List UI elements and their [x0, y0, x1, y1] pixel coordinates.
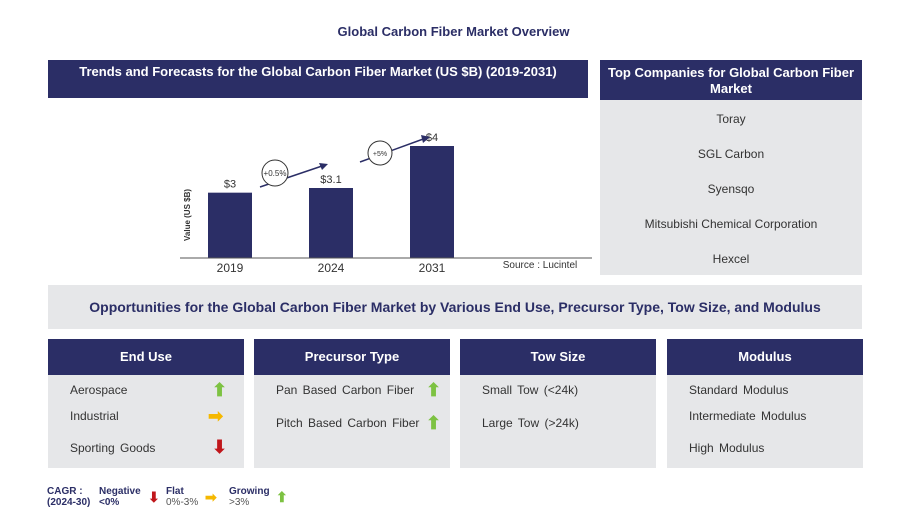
growing-arrow-icon: ⬆: [212, 380, 228, 400]
legend-flat: Flat 0%-3%: [166, 486, 198, 508]
data-label: $3.1: [320, 174, 341, 186]
flat-arrow-icon: ➡: [205, 489, 217, 505]
growth-annotation-2: +5%: [359, 135, 430, 166]
segment-item: Industrial: [70, 409, 119, 423]
data-label: $3: [224, 179, 236, 191]
companies-header: Top Companies for Global Carbon Fiber Ma…: [600, 60, 862, 100]
legend-flat-label: Flat: [166, 486, 184, 497]
svg-text:+0.5%: +0.5%: [264, 169, 287, 178]
legend-flat-range: 0%-3%: [166, 497, 199, 508]
legend-growing: Growing >3%: [229, 486, 270, 508]
legend-growing-range: >3%: [229, 497, 250, 508]
tow-size-panel: Small Tow (<24k) Large Tow (>24k): [460, 375, 656, 468]
growing-arrow-icon: ⬆: [276, 489, 288, 505]
legend-growing-label: Growing: [229, 486, 270, 497]
segment-item: Sporting Goods: [70, 441, 156, 455]
growing-arrow-icon: ⬆: [426, 380, 442, 400]
company-item: Hexcel: [712, 252, 750, 266]
segment-item: Small Tow (<24k): [482, 383, 579, 397]
legend-negative-label: Negative: [99, 486, 141, 497]
legend-negative: Negative <0%: [99, 486, 141, 508]
end-use-panel: Aerospace ⬆ Industrial ➡ Sporting Goods …: [48, 375, 244, 468]
segment-item: Pitch Based Carbon Fiber: [276, 416, 420, 430]
growing-arrow-icon: ⬆: [426, 413, 442, 433]
bar-2019: [208, 192, 252, 258]
opportunities-banner: Opportunities for the Global Carbon Fibe…: [48, 285, 862, 329]
company-item: Syensqo: [707, 182, 755, 196]
flat-arrow-icon: ➡: [208, 406, 224, 426]
legend-negative-range: <0%: [99, 497, 120, 508]
modulus-panel: Standard Modulus Intermediate Modulus Hi…: [667, 375, 863, 468]
companies-list: Toray SGL Carbon Syensqo Mitsubishi Chem…: [600, 100, 862, 275]
bar-2024: [309, 188, 353, 258]
segment-item: Large Tow (>24k): [482, 416, 579, 430]
negative-arrow-icon: ⬇: [148, 489, 160, 505]
precursor-type-panel: Pan Based Carbon Fiber ⬆ Pitch Based Car…: [254, 375, 450, 468]
x-tick-label: 2031: [419, 261, 446, 275]
x-tick-label: 2024: [318, 261, 345, 275]
legend-cagr-period: (2024-30): [47, 497, 91, 508]
end-use-header: End Use: [48, 339, 244, 375]
svg-text:+5%: +5%: [373, 151, 387, 158]
segment-item: Aerospace: [70, 383, 128, 397]
segment-item: Pan Based Carbon Fiber: [276, 383, 415, 397]
x-tick-label: 2019: [217, 261, 244, 275]
segment-item: High Modulus: [689, 441, 765, 455]
legend-cagr: CAGR : (2024-30): [47, 486, 90, 508]
segment-item: Standard Modulus: [689, 383, 789, 397]
source-note: Source : Lucintel: [503, 260, 578, 271]
y-axis-label: Value (US $B): [183, 189, 192, 241]
data-label: $4: [426, 132, 438, 144]
legend-cagr-label: CAGR :: [47, 486, 83, 497]
chart-header: Trends and Forecasts for the Global Carb…: [48, 60, 588, 98]
company-item: Mitsubishi Chemical Corporation: [644, 217, 818, 231]
bar-chart: Value (US $B) $3 2019 $3.1 2024 $4 2031 +0.5%…: [180, 132, 592, 275]
bar-2031: [410, 146, 454, 258]
company-item: SGL Carbon: [697, 147, 765, 161]
negative-arrow-icon: ⬇: [212, 437, 228, 457]
precursor-type-header: Precursor Type: [254, 339, 450, 375]
segment-item: Intermediate Modulus: [689, 409, 807, 423]
page-title: Global Carbon Fiber Market Overview: [337, 24, 570, 39]
tow-size-header: Tow Size: [460, 339, 656, 375]
growth-annotation-1: +0.5%: [259, 159, 328, 188]
modulus-header: Modulus: [667, 339, 863, 375]
company-item: Toray: [716, 112, 746, 126]
